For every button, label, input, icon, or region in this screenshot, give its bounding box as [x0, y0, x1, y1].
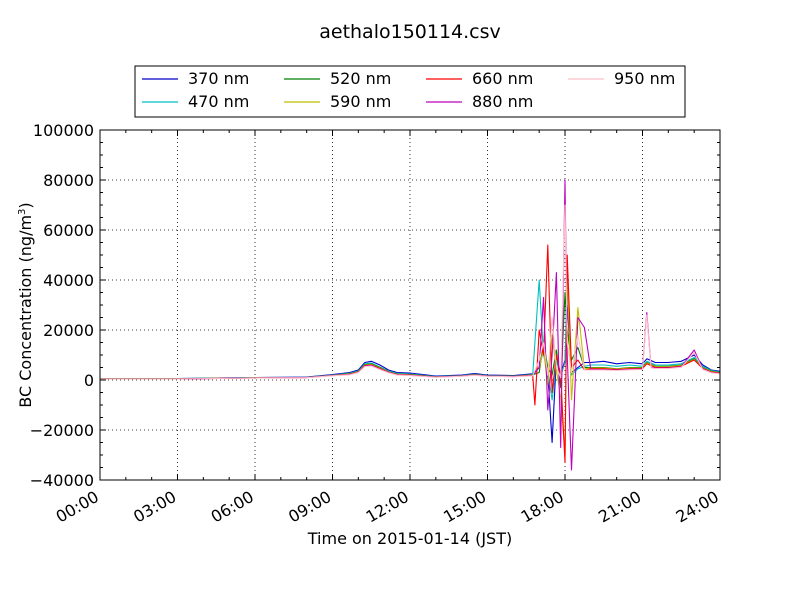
y-tick-label: 0	[84, 371, 94, 390]
grid	[100, 130, 720, 480]
legend-label: 880 nm	[472, 92, 533, 111]
chart-title: aethalo150114.csv	[319, 21, 501, 43]
legend-box	[134, 65, 686, 118]
x-axis-label: Time on 2015-01-14 (JST)	[307, 529, 512, 548]
legend-entry: 880 nm	[426, 92, 533, 111]
y-tick-label: 20000	[43, 321, 94, 340]
y-axis-label-close: )	[16, 202, 35, 208]
legend-label: 950 nm	[614, 69, 675, 88]
legend-label: 520 nm	[330, 69, 391, 88]
legend-label: 370 nm	[188, 69, 249, 88]
y-tick-label: 40000	[43, 271, 94, 290]
legend-entry: 660 nm	[426, 69, 533, 88]
y-axis-label: BC Concentration (ng/m3)	[16, 202, 35, 407]
legend-items: 370 nm 470 nm 520 nm 590 nm 660 nm 880 nm 950 …	[142, 69, 675, 111]
legend-entry: 590 nm	[284, 92, 391, 111]
legend-label: 470 nm	[188, 92, 249, 111]
legend-label: 590 nm	[330, 92, 391, 111]
y-tick-labels: −40000 −20000 0 20000 40000 60000 80000 100000	[30, 121, 94, 490]
legend-entry: 520 nm	[284, 69, 391, 88]
legend: 370 nm 470 nm 520 nm 590 nm 660 nm 880 nm 950 …	[134, 65, 686, 118]
y-axis-label-superscript: 3	[17, 209, 28, 215]
y-tick-label: 80000	[43, 171, 94, 190]
y-tick-label: −20000	[30, 421, 94, 440]
legend-entry: 950 nm	[568, 69, 675, 88]
y-tick-label: −40000	[30, 471, 94, 490]
legend-label: 660 nm	[472, 69, 533, 88]
y-tick-label: 100000	[33, 121, 94, 140]
legend-entry: 470 nm	[142, 92, 249, 111]
series-line-950-nm	[100, 204, 721, 380]
y-tick-label: 60000	[43, 221, 94, 240]
y-axis-label-main: BC Concentration (ng/m	[16, 215, 35, 408]
series-layer	[100, 179, 721, 471]
legend-entry: 370 nm	[142, 69, 249, 88]
ticks	[99, 129, 721, 481]
